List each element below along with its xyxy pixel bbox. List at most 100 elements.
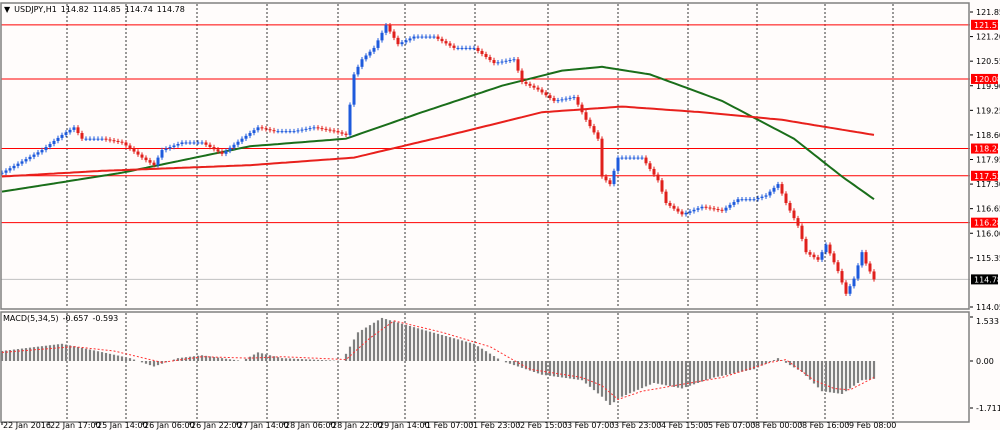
candle-body (540, 89, 544, 93)
symbol-label: USDJPY,H1 (14, 5, 57, 14)
candle-body (628, 157, 632, 159)
candle-body (428, 36, 432, 38)
candle-body (36, 152, 40, 155)
time-tick-label: 26 Jan 22:00 (191, 421, 242, 430)
macd-signal-line (1, 320, 875, 401)
candle-body (332, 130, 336, 132)
candle-body (536, 87, 540, 90)
candle-body (832, 253, 836, 263)
candle-body (612, 170, 616, 185)
candle-body (836, 262, 840, 272)
candle-body (324, 128, 328, 130)
candle-body (236, 141, 240, 145)
candle-body (128, 145, 132, 149)
candle-body (692, 209, 696, 212)
time-tick-label: 1 Feb 23:00 (473, 421, 520, 430)
time-tick-label: 5 Feb 07:00 (708, 421, 755, 430)
price-tick-label: 119.25 (976, 106, 1000, 115)
candle-body (764, 195, 768, 197)
level-price-tag (971, 217, 998, 228)
candle-body (112, 140, 116, 142)
candle-body (88, 138, 92, 140)
time-tick-label: 3 Feb 07:00 (567, 421, 614, 430)
candle-body (736, 199, 740, 203)
candle-body (424, 36, 428, 38)
candle-body (48, 143, 52, 148)
candle-body (588, 119, 592, 127)
candle-body (568, 97, 572, 99)
candle-body (792, 210, 796, 219)
candle-body (528, 83, 532, 86)
candle-body (544, 92, 548, 96)
candle-body (752, 199, 756, 201)
candle-body (240, 138, 244, 142)
candle-body (372, 47, 376, 52)
candle-body (864, 252, 868, 264)
candle-body (60, 134, 64, 138)
candle-body (368, 51, 372, 56)
candle-body (384, 25, 388, 33)
candle-body (208, 144, 212, 148)
triangle-down-icon[interactable]: ▼ (4, 5, 11, 14)
time-tick-label: 29 Jan 14:00 (379, 421, 430, 430)
candle-body (44, 147, 48, 151)
candle-body (696, 208, 700, 210)
candle-body (308, 128, 312, 130)
candle-body (500, 61, 504, 63)
open-value: 114.82 (60, 5, 89, 14)
candle-body (456, 47, 460, 49)
fast-moving-average-line (1, 65, 875, 201)
candle-body (712, 208, 716, 210)
candle-body (152, 162, 156, 166)
candle-body (364, 55, 368, 60)
candle-body (116, 140, 120, 142)
candle-body (676, 208, 680, 212)
candle-body (784, 193, 788, 203)
price-axis: 121.85 121.20 120.55 119.90 119.25 118.60 117.… (970, 8, 1000, 413)
candle-body (620, 157, 624, 159)
candle-body (28, 156, 32, 160)
candle-body (316, 127, 320, 129)
candle-body (24, 159, 28, 162)
candle-body (868, 263, 872, 272)
candle-body (276, 131, 280, 133)
candle-body (100, 138, 104, 140)
candle-body (56, 137, 60, 141)
candle-body (360, 59, 364, 67)
candle-body (872, 271, 876, 280)
high-value: 114.85 (92, 5, 121, 14)
candle-body (416, 36, 420, 38)
candle-body (464, 47, 468, 49)
macd-tick-label: 1.533 (976, 317, 999, 326)
candle-body (392, 31, 396, 38)
candle-body (576, 97, 580, 105)
candle-body (436, 36, 440, 39)
candle-body (160, 150, 164, 158)
time-tick-label: 8 Feb 00:00 (755, 421, 802, 430)
candle-body (852, 278, 856, 287)
candle-body (760, 196, 764, 198)
candle-body (124, 142, 128, 146)
candle-body (444, 41, 448, 44)
candle-body (780, 184, 784, 194)
level-price-label: 117.52 (974, 172, 1000, 181)
candle-body (824, 244, 828, 253)
candle-body (660, 180, 664, 192)
candle-body (616, 157, 620, 171)
candle-body (232, 144, 236, 148)
candle-body (600, 138, 604, 177)
candle-body (748, 199, 752, 201)
candle-body (168, 147, 172, 149)
candle-body (688, 211, 692, 213)
level-price-tag (971, 19, 998, 30)
moving-averages (1, 65, 875, 201)
candle-body (64, 132, 68, 135)
candle-body (740, 199, 744, 201)
price-tick-label: 117.95 (976, 156, 1000, 165)
candle-body (820, 252, 824, 260)
candle-body (516, 59, 520, 71)
candle-body (808, 252, 812, 255)
time-tick-label: 8 Feb 16:00 (802, 421, 849, 430)
macd-panel-border (0, 311, 970, 423)
